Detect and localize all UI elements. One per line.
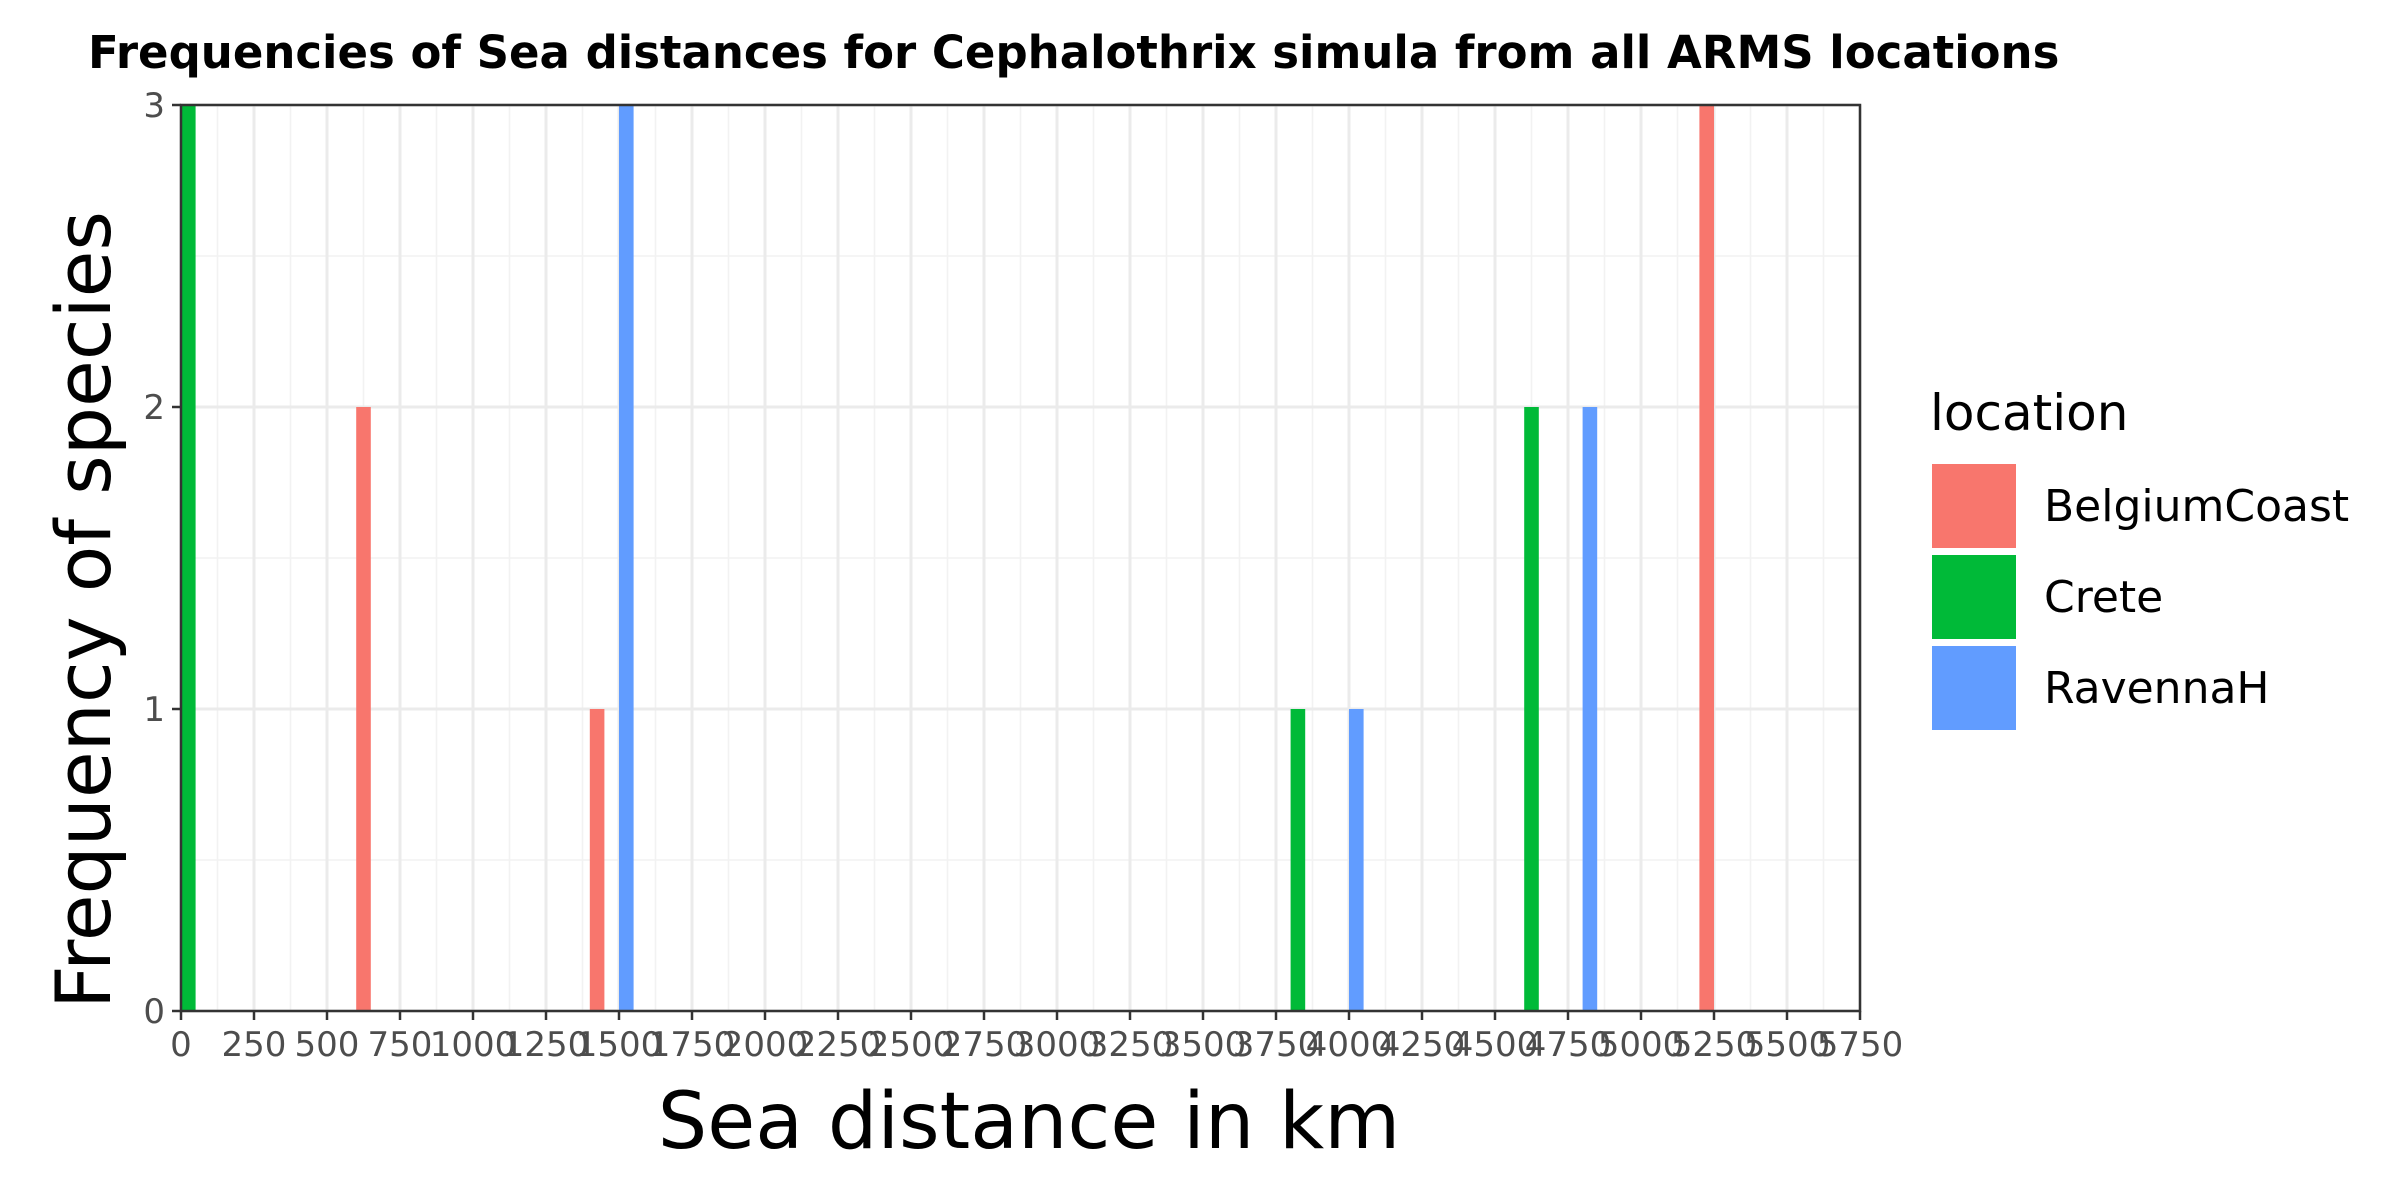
x-tick-label: 250 [222, 1025, 287, 1065]
x-tick-label: 1750 [649, 1025, 736, 1065]
x-tick-label: 1250 [503, 1025, 590, 1065]
bar [181, 105, 196, 1011]
legend-swatch [1932, 646, 2016, 730]
bar [356, 407, 371, 1011]
legend: location BelgiumCoast Crete RavennaH [1930, 384, 2349, 730]
x-tick-label: 1000 [430, 1025, 517, 1065]
y-tick-label: 0 [143, 992, 165, 1032]
y-axis-title: Frequency of species [39, 211, 128, 1009]
x-tick-label: 4250 [1379, 1025, 1466, 1065]
bar [1349, 709, 1364, 1011]
bar [1582, 407, 1598, 1011]
x-tick-label: 4750 [1525, 1025, 1612, 1065]
x-tick-label: 500 [295, 1025, 360, 1065]
y-tick-label: 1 [143, 690, 165, 730]
x-tick-label: 4500 [1452, 1025, 1539, 1065]
x-axis-title: Sea distance in km [658, 1077, 1400, 1167]
legend-label: Crete [2044, 572, 2163, 623]
legend-title: location [1930, 384, 2128, 442]
x-tick-label: 750 [368, 1025, 433, 1065]
x-tick-label: 5000 [1598, 1025, 1685, 1065]
bar [1524, 407, 1539, 1011]
x-tick-label: 5250 [1671, 1025, 1758, 1065]
x-tick-label: 3250 [1087, 1025, 1174, 1065]
y-tick-label: 2 [143, 388, 165, 428]
x-tick-label: 2000 [722, 1025, 809, 1065]
x-tick-label: 3000 [1014, 1025, 1101, 1065]
plot-area [179, 103, 1862, 1013]
x-tick-label: 0 [170, 1025, 192, 1065]
x-tick-label: 4000 [1306, 1025, 1393, 1065]
legend-label: BelgiumCoast [2044, 481, 2349, 532]
x-tick-label: 1500 [576, 1025, 663, 1065]
plot-border [179, 103, 1862, 1013]
x-tick-label: 2250 [795, 1025, 882, 1065]
bar [1290, 709, 1306, 1011]
x-tick-label: 2750 [941, 1025, 1028, 1065]
x-tick-label: 5500 [1744, 1025, 1831, 1065]
x-tick-label: 5750 [1817, 1025, 1904, 1065]
x-tick-label: 3750 [1233, 1025, 1320, 1065]
bar [619, 105, 634, 1011]
legend-label: RavennaH [2044, 663, 2270, 714]
x-tick-label: 3500 [1160, 1025, 1247, 1065]
x-axis: 0 250 500 750100012501500175020002250250027… [170, 1011, 1903, 1065]
bar [589, 709, 605, 1011]
legend-swatch [1932, 555, 2016, 639]
chart-title: Frequencies of Sea distances for Cephalo… [88, 26, 2059, 79]
x-tick-label: 2500 [868, 1025, 955, 1065]
legend-swatch [1932, 464, 2016, 548]
y-axis: 0 1 2 3 [143, 86, 181, 1032]
bar [1699, 105, 1714, 1011]
y-tick-label: 3 [143, 86, 165, 126]
